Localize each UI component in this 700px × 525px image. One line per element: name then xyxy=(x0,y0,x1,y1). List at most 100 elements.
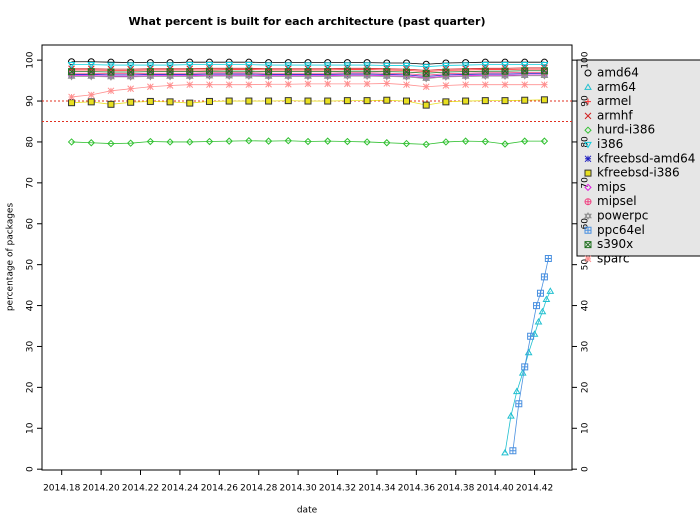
data-point xyxy=(245,137,253,145)
series-line xyxy=(71,140,545,145)
data-point xyxy=(245,67,253,75)
data-point xyxy=(166,98,174,106)
data-point xyxy=(107,87,115,95)
chart-title: What percent is built for each architect… xyxy=(129,15,486,28)
data-point xyxy=(147,83,154,91)
data-point xyxy=(422,64,431,71)
legend-label: s390x xyxy=(597,237,633,251)
data-point xyxy=(324,68,332,76)
series-line xyxy=(504,291,551,453)
data-point xyxy=(323,137,332,145)
y-tick-label: 40 xyxy=(26,300,36,312)
legend-symbol xyxy=(585,98,591,105)
data-point xyxy=(481,62,490,69)
x-tick-label: 2014.36 xyxy=(398,484,435,494)
series-line xyxy=(71,75,545,79)
data-point xyxy=(501,67,509,75)
data-point xyxy=(245,62,253,69)
legend-symbol xyxy=(584,112,592,120)
legend-symbol xyxy=(584,69,592,77)
data-point xyxy=(363,138,371,146)
data-point xyxy=(126,139,135,147)
data-point xyxy=(501,62,509,69)
data-point xyxy=(442,62,450,70)
data-point xyxy=(521,137,529,145)
legend-label: ppc64el xyxy=(597,223,645,237)
data-point xyxy=(521,96,529,104)
data-point xyxy=(127,98,135,106)
data-point xyxy=(126,62,135,70)
data-point xyxy=(521,67,529,75)
data-point xyxy=(536,289,544,297)
data-point xyxy=(127,68,135,76)
data-point xyxy=(403,81,410,89)
data-point xyxy=(245,81,253,89)
data-point xyxy=(501,140,509,148)
data-point xyxy=(225,67,233,75)
data-point xyxy=(343,137,352,146)
legend-box xyxy=(576,59,700,257)
legend-label: mipsel xyxy=(597,194,637,208)
legend-symbol xyxy=(584,226,592,234)
data-point xyxy=(520,62,529,69)
data-point xyxy=(265,97,273,105)
data-point xyxy=(186,138,194,146)
x-tick-label: 2014.30 xyxy=(280,484,317,494)
y-tick-label: 10 xyxy=(26,422,36,434)
data-point xyxy=(87,91,95,99)
data-point xyxy=(402,97,410,105)
x-tick-label: 2014.26 xyxy=(201,484,238,494)
data-point xyxy=(284,137,292,145)
data-point xyxy=(107,62,115,70)
data-point xyxy=(442,138,450,146)
y2-tick-label: 10 xyxy=(581,422,591,434)
plot-frame xyxy=(41,44,573,471)
legend-label: hurd-i386 xyxy=(597,123,655,137)
y2-tick-label: 90 xyxy=(581,95,591,107)
series-line xyxy=(71,64,545,68)
data-point xyxy=(521,363,529,371)
x-tick-label: 2014.32 xyxy=(319,484,356,494)
data-point xyxy=(324,97,332,105)
data-point xyxy=(546,287,555,294)
legend-label: kfreebsd-amd64 xyxy=(597,151,695,165)
data-point xyxy=(185,62,194,69)
y-tick-label: 20 xyxy=(26,381,36,393)
y-tick-label: 60 xyxy=(26,218,36,230)
data-point xyxy=(540,137,549,145)
data-point xyxy=(284,62,293,70)
data-point xyxy=(540,67,548,75)
x-tick-label: 2014.28 xyxy=(240,484,277,494)
x-tick-label: 2014.34 xyxy=(358,484,395,494)
legend-symbol xyxy=(584,126,592,134)
data-point xyxy=(422,140,430,149)
x-tick-label: 2014.22 xyxy=(122,484,159,494)
data-point xyxy=(304,68,312,76)
data-point xyxy=(530,330,539,337)
x-tick-label: 2014.40 xyxy=(477,484,514,494)
data-point xyxy=(343,67,351,75)
y2-tick-label: 70 xyxy=(581,177,591,189)
legend-label: mips xyxy=(597,180,626,194)
data-point xyxy=(304,137,312,146)
data-point xyxy=(87,139,95,147)
legend-symbol xyxy=(584,255,592,263)
data-point xyxy=(507,412,515,419)
data-point xyxy=(146,62,155,70)
y2-tick-label: 20 xyxy=(581,381,591,393)
legend-label: kfreebsd-i386 xyxy=(597,166,680,180)
data-point xyxy=(461,137,470,145)
data-point xyxy=(481,97,489,105)
data-point xyxy=(166,68,174,76)
data-point xyxy=(127,85,135,93)
data-point xyxy=(68,99,76,107)
data-point xyxy=(461,62,470,70)
legend-symbol xyxy=(584,241,592,249)
y2-tick-label: 50 xyxy=(581,259,591,271)
y2-tick-label: 100 xyxy=(581,51,591,68)
data-point xyxy=(540,96,548,104)
legend-symbol xyxy=(584,212,592,220)
legend-symbol xyxy=(584,155,592,163)
data-point xyxy=(245,97,253,105)
data-point xyxy=(264,62,273,70)
